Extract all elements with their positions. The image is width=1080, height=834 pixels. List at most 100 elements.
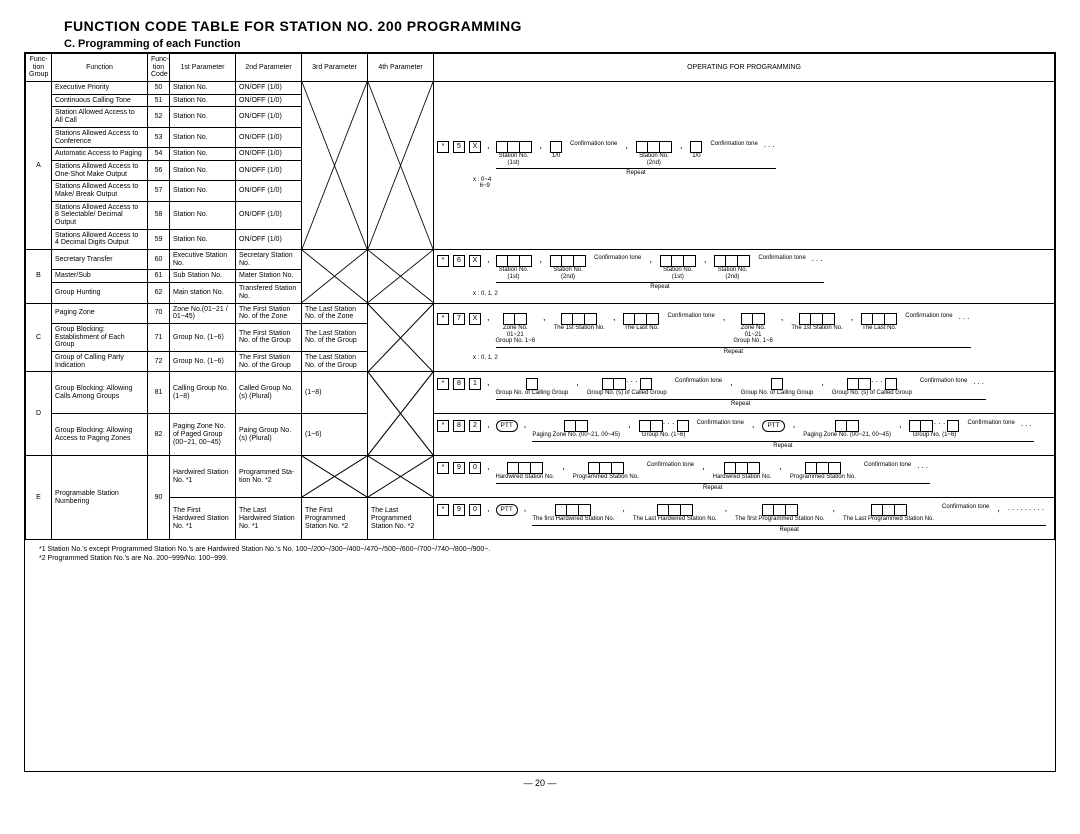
lbl: Station No. [499, 267, 529, 274]
key-6: 6 [453, 255, 465, 267]
cell-fn: Group Blocking: Allowing Calls Among Gro… [52, 372, 148, 414]
key-star: * [437, 504, 449, 516]
ptt-pill: PTT [496, 504, 518, 516]
cell-fn: Executive Priority [52, 82, 148, 95]
lbl: (1st) [672, 274, 684, 281]
page-subtitle: C. Programming of each Function [64, 38, 1056, 50]
footnote-1: *1 Station No.'s except Programmed Stati… [39, 546, 1055, 553]
dots: ......... [1008, 504, 1046, 513]
cell-p1: Executive Station No. [170, 250, 236, 270]
cell-fc: 58 [148, 201, 170, 229]
cell-p4-cross [368, 456, 434, 498]
cell-fc: 59 [148, 229, 170, 249]
lbl: (1st) [508, 160, 520, 167]
key-star: * [437, 141, 449, 153]
cell-fn: Group Hunting [52, 283, 148, 303]
lbl: The Last No. [862, 325, 896, 332]
cell-p1: Station No. [170, 229, 236, 249]
footnotes: *1 Station No.'s except Programmed Stati… [39, 546, 1055, 562]
cell-fc: 61 [148, 270, 170, 283]
group-a-label: A [26, 82, 52, 250]
lbl: Zone No. 01~21 Group No. 1~6 [496, 325, 536, 345]
table-row: Group Blocking: Allowing Access to Pagin… [26, 414, 1055, 456]
dots: ... [764, 141, 777, 150]
dots: ... [812, 255, 825, 264]
cell-fc: 54 [148, 148, 170, 161]
op-e90b: * 9 0 , PTT , The first Hardwired Statio… [434, 498, 1055, 540]
cell-p1: Station No. [170, 127, 236, 147]
cell-p2: ON/OFF (1/0) [236, 107, 302, 127]
lbl: 1/0 [692, 153, 700, 160]
lbl: Group No. (1~6) [913, 432, 957, 439]
dots: ... [1021, 420, 1034, 429]
key-star: * [437, 313, 449, 325]
cell-p1: Sub Station No. [170, 270, 236, 283]
cell-p2: The First Station No. of the Zone [236, 303, 302, 323]
conf-tone: Confirmation tone [967, 420, 1014, 427]
cell-fn: Station Allowed Access to All Call [52, 107, 148, 127]
ptt-pill: PTT [496, 420, 518, 432]
cell-p3: The Last Station No. of the Group [302, 351, 368, 371]
cell-p1: The First Hardwired Station No. *1 [170, 498, 236, 540]
cell-p3: (1~8) [302, 372, 368, 414]
xnote: x : 0, 1, 2 [473, 355, 1051, 362]
key-5: 5 [453, 141, 465, 153]
cell-fn: Paging Zone [52, 303, 148, 323]
cell-fc: 50 [148, 82, 170, 95]
table-row: The First Hardwired Station No. *1 The L… [26, 498, 1055, 540]
table-row: B Secretary Transfer60Executive Station … [26, 250, 1055, 270]
cell-p2: ON/OFF (1/0) [236, 201, 302, 229]
cell-fn: Continuous Calling Tone [52, 94, 148, 107]
key-9: 9 [453, 462, 465, 474]
cell-fc: 71 [148, 323, 170, 351]
cell-fn: Stations Allowed Access to 8 Selectable/… [52, 201, 148, 229]
key-0: 0 [469, 462, 481, 474]
repeat: Repeat [496, 483, 930, 492]
lbl: Hardwired Station No. [496, 474, 555, 481]
cell-p3: (1~6) [302, 414, 368, 456]
table-row: E Programable Station Numbering 90 Hardw… [26, 456, 1055, 498]
lbl: The Last Hardwired Station No. [633, 516, 717, 523]
cell-p3: The First Programmed Station No. *2 [302, 498, 368, 540]
lbl: The Last Programmed Station No. [843, 516, 934, 523]
key-1: 1 [469, 378, 481, 390]
cell-p2: ON/OFF (1/0) [236, 160, 302, 180]
lbl: Group No. (s) of Called Group [587, 390, 667, 397]
key-star: * [437, 462, 449, 474]
cell-p3: The Last Station No. of the Zone [302, 303, 368, 323]
cell-p2: Programmed Sta- tion No. *2 [236, 456, 302, 498]
key-9: 9 [453, 504, 465, 516]
conf-tone: Confirmation tone [594, 255, 641, 262]
conf-tone: Confirmation tone [697, 420, 744, 427]
group-d-label: D [26, 372, 52, 456]
repeat: Repeat [496, 399, 986, 408]
hdr-p2: 2nd Parameter [236, 54, 302, 82]
cell-p2: Paing Group No.(s) (Plural) [236, 414, 302, 456]
ptt-pill: PTT [762, 420, 784, 432]
cell-fn: Automatic Access to Paging [52, 148, 148, 161]
repeat: Repeat [496, 347, 972, 356]
conf-tone: Confirmation tone [667, 313, 714, 320]
table-header-row: Func- tion Group Function Func- tion Cod… [26, 54, 1055, 82]
group-b-label: B [26, 250, 52, 303]
op-d82: * 8 2 , PTT , Paging Zone No. (00~21, 00… [434, 414, 1055, 456]
hdr-p4: 4th Parameter [368, 54, 434, 82]
key-2: 2 [469, 420, 481, 432]
repeat: Repeat [532, 525, 1046, 534]
cell-p1: Paging Zone No. of Paged Group (00~21, 0… [170, 414, 236, 456]
cell-fc: 90 [148, 456, 170, 540]
dots: ... [917, 462, 930, 471]
lbl: Station No. [663, 267, 693, 274]
lbl: The 1st Station No. [791, 325, 842, 332]
lbl: Zone No. 01~21 Group No. 1~6 [733, 325, 773, 345]
cell-p2: The First Station No. of the Group [236, 351, 302, 371]
cell-fn: Group of Calling Party Indication [52, 351, 148, 371]
cell-p2: Called Group No.(s) (Plural) [236, 372, 302, 414]
cell-p2: ON/OFF (1/0) [236, 229, 302, 249]
lbl: Paging Zone No. (00~21, 00~45) [532, 432, 620, 439]
hdr-fg: Func- tion Group [26, 54, 52, 82]
cell-p2: ON/OFF (1/0) [236, 94, 302, 107]
table-row: A Executive Priority 50 Station No. ON/O… [26, 82, 1055, 95]
cell-p1: Station No. [170, 181, 236, 201]
cell-p1: Station No. [170, 82, 236, 95]
